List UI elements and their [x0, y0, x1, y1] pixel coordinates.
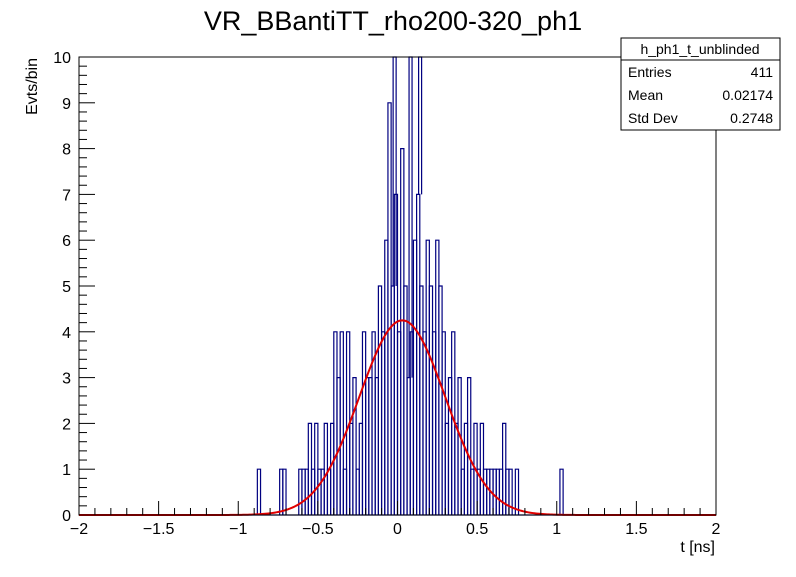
- y-tick-label: 1: [62, 462, 71, 479]
- x-axis-label: t [ns]: [680, 539, 715, 556]
- y-tick-label: 2: [62, 416, 71, 433]
- y-tick-label: 4: [62, 325, 71, 342]
- stats-box-frame: [620, 37, 781, 131]
- y-axis-label: Evts/bin: [24, 58, 41, 115]
- histogram-bin-0: [256, 468, 262, 515]
- x-tick-label: −0.5: [302, 521, 334, 538]
- y-tick-label: 0: [62, 508, 71, 525]
- histogram-bin-69: [508, 468, 513, 515]
- x-tick-label: −2: [70, 521, 88, 538]
- y-tick-label: 9: [62, 96, 71, 113]
- stats-label-mean: Mean: [628, 87, 663, 103]
- chart-title: VR_BBantiTT_rho200-320_ph1: [204, 6, 582, 36]
- histogram-bin-20: [352, 377, 357, 515]
- stats-value-entries: 411: [751, 64, 774, 80]
- histogram-bin-16: [339, 331, 344, 515]
- x-tick-label: 1.5: [625, 521, 647, 538]
- x-axis-ticks: −2 −1.5 −1 −0.5 0 0.5 1 1.5 2: [70, 501, 721, 538]
- x-tick-label: −1.5: [143, 521, 175, 538]
- y-tick-label: 8: [62, 142, 71, 159]
- y-tick-label: 10: [53, 50, 71, 67]
- x-tick-label: 2: [712, 521, 721, 538]
- y-tick-label: 3: [62, 371, 71, 388]
- y-tick-label: 5: [62, 279, 71, 296]
- histogram-layer: [79, 56, 716, 516]
- x-tick-label: 1: [552, 521, 561, 538]
- y-tick-label: 7: [62, 187, 71, 204]
- stats-label-entries: Entries: [628, 64, 672, 80]
- x-tick-label: −1: [229, 521, 247, 538]
- y-axis-ticks: 0 1 2 3 4 5 6 7 8 9 10: [53, 50, 95, 525]
- x-tick-label: 0: [393, 521, 402, 538]
- stats-value-mean: 0.02174: [722, 87, 773, 103]
- histogram-bin-56: [466, 377, 472, 515]
- y-tick-label: 6: [62, 233, 71, 250]
- x-tick-label: 0.5: [466, 521, 488, 538]
- stats-box-name: h_ph1_t_unblinded: [640, 41, 759, 57]
- histogram-bin-70: [514, 468, 520, 515]
- histogram-bin-2: [282, 468, 287, 515]
- stats-box: h_ph1_t_unblinded Entries 411 Mean 0.021…: [620, 37, 781, 131]
- histogram-bin-53: [457, 377, 462, 515]
- histogram-bin-71: [559, 468, 564, 515]
- stats-label-stddev: Std Dev: [628, 110, 678, 126]
- stats-value-stddev: 0.2748: [730, 110, 773, 126]
